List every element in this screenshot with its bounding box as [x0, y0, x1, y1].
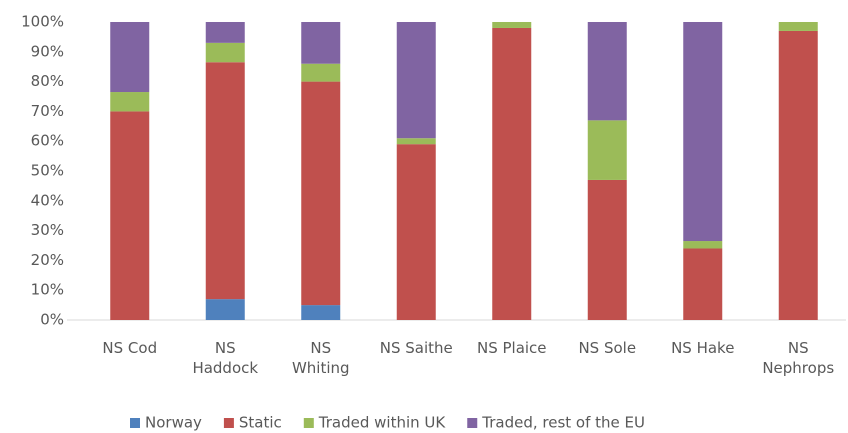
- bar-segment: [110, 111, 150, 321]
- bar-segment: [683, 22, 723, 242]
- x-tick-label: NS Whiting: [291, 339, 350, 377]
- bar-segment: [396, 22, 436, 139]
- x-tick-label: NS Haddock: [192, 339, 259, 377]
- y-tick-label: 10%: [31, 281, 64, 299]
- bar-segment: [492, 22, 532, 28]
- y-tick-label: 100%: [21, 13, 64, 31]
- x-tick-label: NS Sole: [578, 339, 637, 357]
- bar-segment: [778, 30, 818, 320]
- legend-label: Traded, rest of the EU: [481, 414, 645, 432]
- bar-segment: [778, 22, 818, 31]
- y-tick-label: 20%: [31, 251, 64, 269]
- bar-segment: [301, 22, 341, 64]
- legend-swatch: [223, 418, 234, 428]
- legend-swatch: [130, 418, 140, 428]
- bar-segment: [492, 27, 532, 321]
- x-tick-label: NS Hake: [671, 339, 735, 357]
- legend-label: Static: [239, 414, 282, 432]
- legend-label: Norway: [145, 414, 202, 432]
- y-tick-label: 90%: [31, 42, 64, 60]
- bar-segment: [587, 120, 627, 180]
- bar-segment: [110, 92, 150, 112]
- y-tick-label: 40%: [31, 191, 64, 209]
- bar-segment: [301, 305, 341, 320]
- legend-swatch: [303, 418, 314, 428]
- legend-label: Traded within UK: [318, 414, 447, 432]
- bar-segment: [205, 299, 245, 320]
- bar-segment: [587, 22, 627, 121]
- bar-segment: [110, 22, 150, 93]
- y-tick-label: 30%: [31, 221, 64, 239]
- x-tick-label: NS Nephrops: [762, 339, 835, 377]
- x-tick-label: NS Saithe: [379, 339, 453, 357]
- x-tick-label: NS Cod: [102, 339, 158, 357]
- bar-segment: [396, 144, 436, 320]
- bar-segment: [587, 179, 627, 320]
- y-tick-label: 60%: [31, 132, 64, 150]
- y-tick-label: 80%: [31, 72, 64, 90]
- bar-segment: [205, 42, 245, 63]
- bar-segment: [301, 81, 341, 306]
- y-tick-label: 0%: [40, 311, 64, 329]
- bar-segment: [205, 22, 245, 43]
- x-tick-label: NS Plaice: [476, 339, 547, 357]
- legend-swatch: [467, 418, 478, 428]
- bar-segment: [301, 63, 341, 82]
- y-tick-label: 50%: [31, 162, 64, 180]
- bar-segment: [683, 248, 723, 320]
- y-tick-label: 70%: [31, 102, 64, 120]
- bar-segment: [396, 138, 436, 145]
- bar-segment: [683, 241, 723, 249]
- bar-segment: [205, 62, 245, 300]
